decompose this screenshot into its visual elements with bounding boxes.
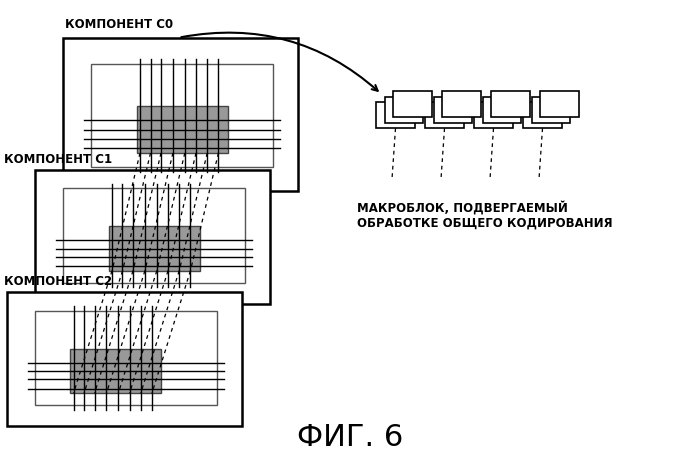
Bar bbox=[491, 91, 530, 117]
Bar bbox=[532, 97, 570, 122]
Bar bbox=[7, 292, 241, 426]
Bar bbox=[434, 97, 473, 122]
Bar bbox=[483, 97, 521, 122]
Bar bbox=[63, 188, 245, 283]
Text: КОМПОНЕНТ C0: КОМПОНЕНТ C0 bbox=[65, 17, 173, 31]
Text: КОМПОНЕНТ C1: КОМПОНЕНТ C1 bbox=[4, 153, 111, 166]
Bar bbox=[385, 97, 423, 122]
Text: КОМПОНЕНТ C2: КОМПОНЕНТ C2 bbox=[4, 275, 111, 288]
Bar bbox=[136, 106, 228, 153]
Text: ФИГ. 6: ФИГ. 6 bbox=[297, 423, 403, 452]
Bar bbox=[35, 170, 270, 304]
Bar bbox=[91, 64, 273, 167]
Bar bbox=[108, 226, 200, 271]
Text: МАКРОБЛОК, ПОДВЕРГАЕМЫЙ
ОБРАБОТКЕ ОБЩЕГО КОДИРОВАНИЯ: МАКРОБЛОК, ПОДВЕРГАЕМЫЙ ОБРАБОТКЕ ОБЩЕГО… bbox=[357, 200, 612, 229]
Bar bbox=[63, 38, 298, 191]
Bar bbox=[70, 349, 161, 393]
Bar bbox=[442, 91, 481, 117]
Bar bbox=[377, 102, 414, 128]
Bar bbox=[35, 311, 217, 405]
Bar bbox=[540, 91, 579, 117]
Bar bbox=[426, 102, 464, 128]
Bar bbox=[393, 91, 431, 117]
Bar bbox=[475, 102, 512, 128]
Bar bbox=[524, 102, 561, 128]
